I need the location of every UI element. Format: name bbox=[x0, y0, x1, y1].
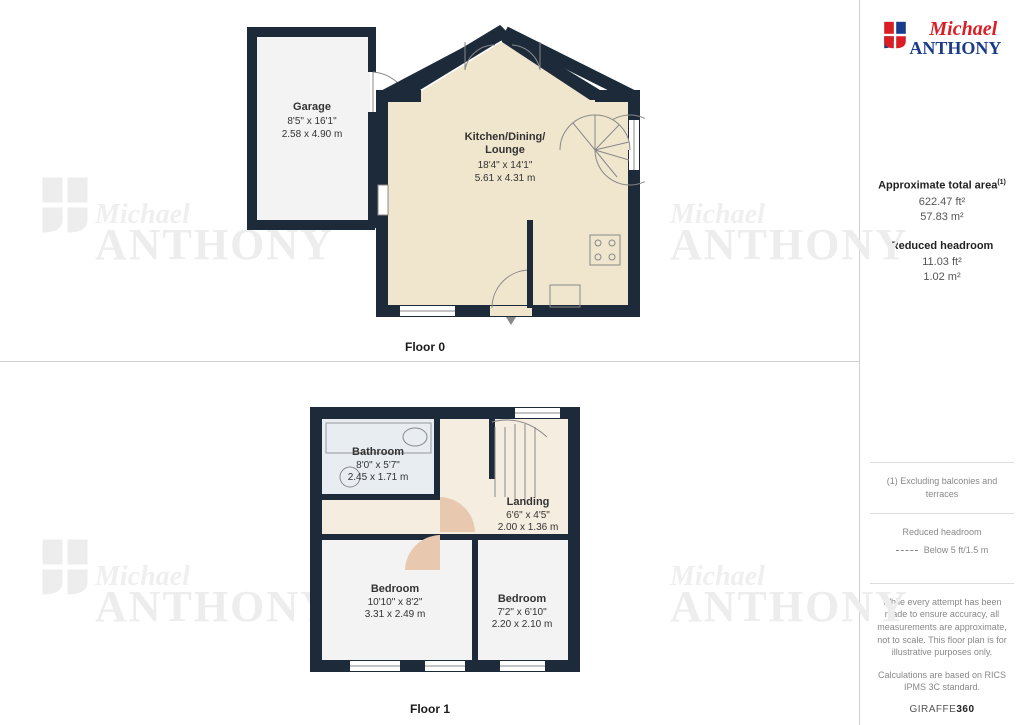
room-dim-bath-imp: 8'0" x 5'7" bbox=[356, 460, 400, 471]
room-dim-bath-met: 2.45 x 1.71 m bbox=[348, 472, 409, 483]
room-dim-land-met: 2.00 x 1.36 m bbox=[498, 522, 559, 533]
floor-0-plan: Garage 8'5" x 16'1" 2.58 x 4.90 m bbox=[240, 20, 645, 330]
room-label-kdl-2: Lounge bbox=[485, 144, 525, 156]
room-dim-bed2-imp: 7'2" x 6'10" bbox=[497, 607, 547, 618]
floor-1-label: Floor 1 bbox=[410, 702, 450, 716]
logo-text-bottom: ANTHONY bbox=[909, 38, 1001, 58]
room-dim-garage-imp: 8'5" x 16'1" bbox=[287, 116, 337, 127]
watermark-shield-icon bbox=[40, 537, 90, 597]
room-dim-kdl-imp: 18'4" x 14'1" bbox=[478, 160, 533, 171]
floor-0-label: Floor 0 bbox=[405, 340, 445, 354]
logo-text-top: Michael bbox=[929, 20, 1001, 38]
room-label-kdl-1: Kitchen/Dining/ bbox=[465, 131, 546, 143]
watermark-text: MichaelANTHONY bbox=[95, 552, 334, 624]
room-label-bed1: Bedroom bbox=[371, 583, 420, 595]
room-label-bed2: Bedroom bbox=[498, 593, 547, 605]
calc-text: Calculations are based on RICS IPMS 3C s… bbox=[870, 669, 1014, 694]
room-label-landing: Landing bbox=[507, 496, 550, 508]
provider-brand: GIRAFFE360 bbox=[870, 704, 1014, 715]
room-label-bathroom: Bathroom bbox=[352, 446, 404, 458]
legend-text: Below 5 ft/1.5 m bbox=[924, 545, 989, 555]
room-dim-bed1-imp: 10'10" x 8'2" bbox=[368, 597, 423, 608]
footnote-1: (1) Excluding balconies and terraces bbox=[870, 475, 1014, 500]
room-dim-bed2-met: 2.20 x 2.10 m bbox=[492, 619, 553, 630]
room-label-garage: Garage bbox=[293, 101, 331, 113]
brand-logo: Michael ANTHONY bbox=[870, 20, 1014, 59]
room-dim-kdl-met: 5.61 x 4.31 m bbox=[475, 173, 536, 184]
room-dim-bed1-met: 3.31 x 2.49 m bbox=[365, 609, 426, 620]
room-dim-land-imp: 6'6" x 4'5" bbox=[506, 510, 550, 521]
legend-title: Reduced headroom bbox=[870, 526, 1014, 539]
watermark-text: MichaelANTHONY bbox=[670, 190, 909, 262]
floor-0-section: MichaelANTHONY MichaelANTHONY Garage 8'5… bbox=[0, 0, 860, 362]
shield-icon bbox=[883, 20, 907, 50]
room-dim-garage-met: 2.58 x 4.90 m bbox=[282, 129, 343, 140]
floor-1-section: MichaelANTHONY MichaelANTHONY bbox=[0, 362, 860, 725]
floorplan-canvas: MichaelANTHONY MichaelANTHONY Garage 8'5… bbox=[0, 0, 860, 725]
watermark-text: MichaelANTHONY bbox=[670, 552, 909, 624]
reduced-m: 1.02 m² bbox=[870, 271, 1014, 283]
floor-1-plan: Bathroom 8'0" x 5'7" 2.45 x 1.71 m Landi… bbox=[300, 397, 590, 687]
watermark-shield-icon bbox=[40, 175, 90, 235]
